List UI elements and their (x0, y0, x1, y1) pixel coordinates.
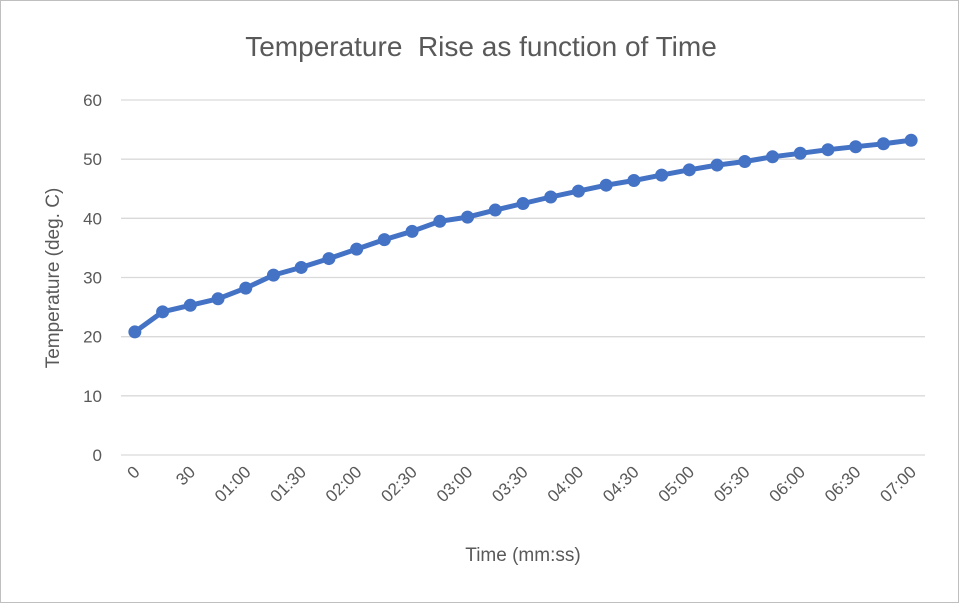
x-tick-label: 04:30 (599, 462, 643, 506)
x-tick-label: 04:00 (544, 462, 588, 506)
data-point (766, 150, 780, 164)
data-point (294, 260, 308, 274)
data-point (655, 168, 669, 182)
data-point (544, 190, 558, 204)
chart-title: Temperature Rise as function of Time (245, 31, 717, 62)
data-point (516, 197, 530, 211)
y-axis-ticks: 0 10 20 30 40 50 60 (83, 91, 102, 465)
series-line (132, 137, 914, 335)
y-tick-label: 40 (83, 209, 102, 228)
data-point (211, 292, 225, 306)
x-tick-label: 02:00 (322, 462, 366, 506)
y-tick-label: 60 (83, 91, 102, 110)
x-tick-label: 0 (124, 462, 144, 482)
data-point (239, 281, 253, 295)
x-tick-label: 01:00 (211, 462, 255, 506)
x-tick-label: 05:00 (655, 462, 699, 506)
data-point (599, 178, 613, 192)
data-point (876, 137, 890, 151)
data-point (710, 158, 724, 172)
data-point (128, 325, 142, 339)
data-point (350, 242, 364, 256)
x-tick-label: 30 (172, 462, 199, 489)
data-point (682, 163, 696, 177)
data-point (793, 146, 807, 160)
y-tick-label: 10 (83, 387, 102, 406)
data-point (904, 133, 918, 147)
x-axis-ticks: 0 30 01:00 01:30 02:00 02:30 03:00 03:30 04:00 04… (124, 462, 920, 506)
data-point (461, 210, 475, 224)
y-tick-label: 0 (93, 446, 102, 465)
data-point (433, 214, 447, 228)
x-tick-label: 06:00 (766, 462, 810, 506)
data-point (156, 305, 170, 319)
data-point (183, 298, 197, 312)
y-tick-label: 30 (83, 269, 102, 288)
data-point (322, 252, 336, 266)
y-tick-label: 50 (83, 150, 102, 169)
data-point (266, 268, 280, 282)
data-point (377, 233, 391, 247)
gridlines (121, 99, 925, 456)
x-tick-label: 03:00 (433, 462, 477, 506)
series-group (128, 133, 918, 339)
data-point (571, 184, 585, 198)
x-axis-title: Time (mm:ss) (465, 545, 580, 566)
data-point (821, 143, 835, 157)
y-tick-label: 20 (83, 328, 102, 347)
y-axis-title: Temperature (deg. C) (43, 188, 64, 369)
data-point (627, 173, 641, 187)
data-point (488, 203, 502, 217)
x-tick-label: 03:30 (488, 462, 532, 506)
x-tick-label: 06:30 (821, 462, 865, 506)
data-point (405, 224, 419, 238)
data-point (849, 140, 863, 154)
x-tick-label: 05:30 (710, 462, 754, 506)
x-tick-label: 07:00 (876, 462, 920, 506)
x-tick-label: 01:30 (267, 462, 311, 506)
x-tick-label: 02:30 (377, 462, 421, 506)
data-point (738, 155, 752, 169)
